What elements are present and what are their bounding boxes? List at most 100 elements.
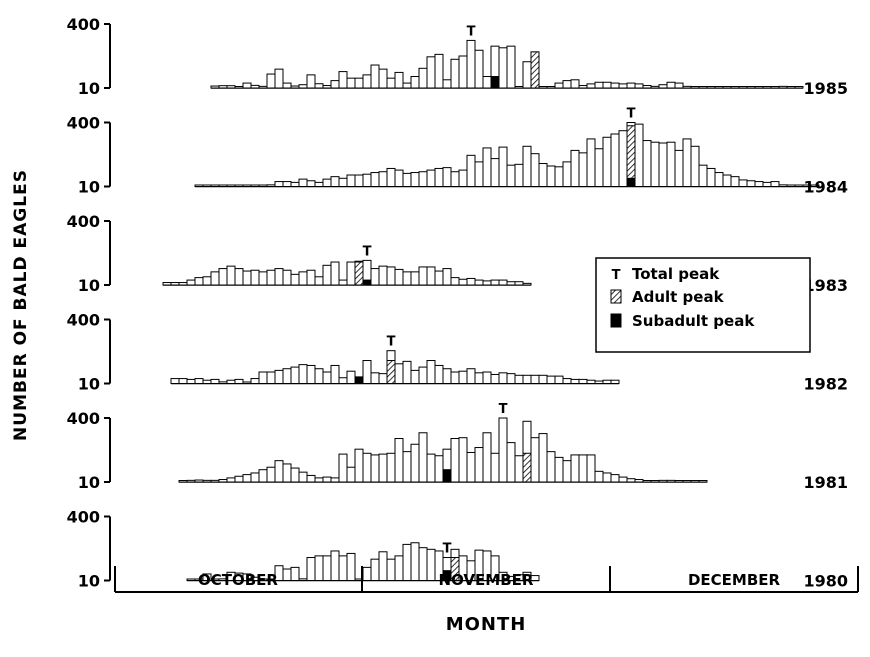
bar xyxy=(266,184,276,188)
bar xyxy=(218,268,228,286)
year-label: 1980 xyxy=(803,572,848,591)
bar xyxy=(538,433,548,483)
bar xyxy=(658,479,668,483)
bar xyxy=(386,266,396,286)
bar xyxy=(418,547,428,582)
bar xyxy=(602,81,612,89)
bar xyxy=(290,467,300,483)
bar xyxy=(770,86,780,89)
bar xyxy=(434,364,444,385)
bar xyxy=(498,47,508,89)
bar xyxy=(434,53,444,89)
total-peak-marker: T xyxy=(499,402,508,417)
bar xyxy=(618,83,628,89)
bar xyxy=(306,269,316,286)
bar xyxy=(514,281,524,286)
bar xyxy=(450,277,460,286)
bar xyxy=(474,372,484,385)
bar xyxy=(250,84,260,89)
bar xyxy=(762,181,772,187)
bar xyxy=(466,451,476,483)
adult-peak-bar xyxy=(626,125,636,187)
bar xyxy=(178,378,188,385)
bar xyxy=(186,479,196,483)
bar xyxy=(610,379,620,385)
x-axis-title: MONTH xyxy=(446,614,527,635)
y-tick-label: 400 xyxy=(67,311,100,330)
bar xyxy=(458,370,468,385)
bar xyxy=(450,171,460,188)
bar xyxy=(698,86,708,89)
bar xyxy=(402,172,412,188)
bar xyxy=(202,184,212,187)
bar xyxy=(298,271,308,286)
bar xyxy=(234,475,244,483)
bar xyxy=(426,56,436,89)
bar xyxy=(394,438,404,483)
bar xyxy=(306,180,316,187)
bar xyxy=(258,85,268,89)
legend-box xyxy=(595,257,811,353)
bar xyxy=(178,282,188,286)
bar xyxy=(594,148,604,187)
bar xyxy=(674,82,684,89)
bar xyxy=(466,368,476,385)
bar xyxy=(402,543,412,582)
bar xyxy=(426,548,436,581)
bar xyxy=(258,469,268,483)
bar xyxy=(466,154,476,187)
bar xyxy=(330,364,340,385)
bar xyxy=(434,167,444,187)
bar xyxy=(458,437,468,483)
bar xyxy=(330,477,340,483)
y-tick-label: 10 xyxy=(78,473,100,492)
bar xyxy=(282,82,292,89)
bar xyxy=(578,85,588,89)
bar xyxy=(586,379,596,385)
bar xyxy=(290,566,300,581)
bar xyxy=(314,83,324,89)
bar xyxy=(346,370,356,385)
bar xyxy=(178,480,188,483)
bar xyxy=(234,184,244,187)
bar xyxy=(570,79,580,89)
bar xyxy=(482,371,492,384)
bar xyxy=(778,85,788,89)
bar xyxy=(530,575,540,581)
bar xyxy=(570,454,580,483)
bar xyxy=(482,280,492,286)
bar xyxy=(482,147,492,187)
bar xyxy=(482,432,492,483)
bar xyxy=(442,268,452,286)
bar xyxy=(754,86,764,89)
bar xyxy=(298,471,308,483)
bar xyxy=(298,364,308,384)
bar xyxy=(282,181,292,187)
bar xyxy=(378,453,388,483)
bar xyxy=(210,479,220,483)
bar xyxy=(210,85,220,89)
bar xyxy=(354,448,364,483)
bar xyxy=(490,555,500,582)
bar xyxy=(474,447,484,483)
bar xyxy=(474,279,484,286)
bar xyxy=(554,456,564,483)
bar xyxy=(434,270,444,286)
bar xyxy=(274,181,284,187)
bar xyxy=(362,360,372,384)
bar xyxy=(266,269,276,286)
bar xyxy=(506,45,516,89)
total-peak-marker: T xyxy=(363,244,372,259)
month-label-november: NOVEMBER xyxy=(439,571,534,589)
bar xyxy=(682,85,692,89)
bar xyxy=(554,166,564,188)
bar xyxy=(498,146,508,188)
bar xyxy=(578,454,588,483)
panel-1985: 400 10 T 1985 xyxy=(67,15,848,98)
bar xyxy=(658,142,668,187)
bar xyxy=(546,165,556,188)
legend-subadult-peak-label: Subadult peak xyxy=(632,312,755,330)
bar xyxy=(290,273,300,286)
bar xyxy=(666,141,676,187)
total-peak-marker: T xyxy=(443,542,452,557)
